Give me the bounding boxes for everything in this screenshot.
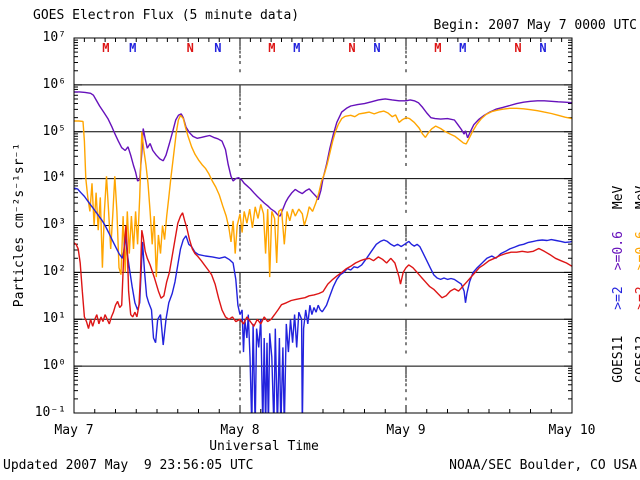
y-tick-label-1e-1: 10⁻¹: [34, 405, 66, 420]
x-tick-label-may10: May 10: [548, 423, 596, 438]
legend-goes12-label: GOES12: [634, 335, 640, 383]
marker-m-letter: M: [459, 41, 466, 55]
marker-n-letter: N: [348, 41, 355, 55]
legend-goes12-unit: MeV: [634, 185, 640, 210]
x-tick-label-may9: May 9: [386, 423, 426, 438]
marker-m-letter: M: [268, 41, 275, 55]
marker-n-letter: N: [514, 41, 521, 55]
marker-n-letter: N: [539, 41, 546, 55]
y-tick-label-1e3: 10³: [42, 217, 66, 232]
plot-frame: [73, 37, 573, 414]
marker-m-letter: M: [102, 41, 109, 55]
flux-curve-goes11-0-6-mev: [74, 91, 572, 217]
legend-column-goes12: GOES12 >=2 >=0.6 MeV: [621, 104, 640, 414]
flux-curve-goes12-2-mev: [74, 212, 572, 329]
page-title: GOES Electron Flux (5 minute data): [33, 8, 300, 23]
legend-goes12-ge0p6mev: >=0.6: [634, 231, 640, 271]
y-tick-label-1e7: 10⁷: [42, 30, 66, 45]
y-tick-label-1e5: 10⁵: [42, 124, 66, 139]
y-tick-label-1e0: 10⁰: [42, 358, 66, 373]
x-tick-label-may8: May 8: [220, 423, 260, 438]
y-tick-label-1e4: 10⁴: [42, 170, 66, 185]
flux-curve-goes12-0-6-mev: [74, 107, 572, 278]
x-axis-title: Universal Time: [209, 439, 319, 454]
x-tick-label-may7: May 7: [54, 423, 94, 438]
marker-m-letter: M: [129, 41, 136, 55]
marker-m-letter: M: [293, 41, 300, 55]
updated-timestamp: Updated 2007 May 9 23:56:05 UTC: [3, 458, 254, 473]
y-tick-label-1e2: 10²: [42, 264, 66, 279]
begin-timestamp: Begin: 2007 May 7 0000 UTC: [433, 18, 638, 33]
y-tick-label-1e1: 10¹: [42, 311, 66, 326]
y-tick-label-1e6: 10⁶: [42, 77, 66, 92]
credit-text: NOAA/SEC Boulder, CO USA: [449, 458, 637, 473]
marker-n-letter: N: [373, 41, 380, 55]
flux-curve-goes11-2-mev: [74, 187, 572, 413]
y-axis-title: Particles cm⁻²s⁻¹sr⁻¹: [12, 142, 27, 308]
legend-column-goes11: GOES11>=2>=0.6MeV: [598, 104, 626, 414]
marker-m-letter: M: [434, 41, 441, 55]
marker-n-letter: N: [187, 41, 194, 55]
legend-goes12-ge2mev: >=2: [634, 286, 640, 310]
marker-n-letter: N: [214, 41, 221, 55]
